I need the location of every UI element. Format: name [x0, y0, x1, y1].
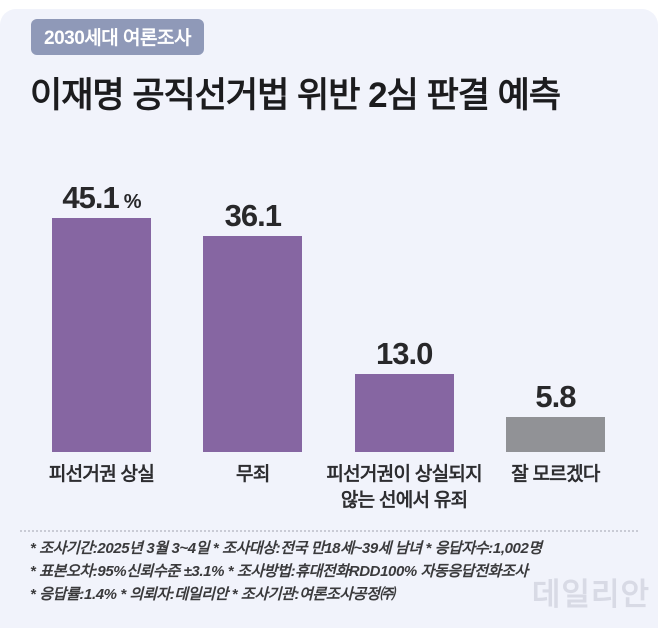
bar [354, 374, 454, 452]
bar-column: 45.1% 피선거권 상실 [49, 180, 155, 485]
bar-value-label: 36.1 [224, 198, 282, 233]
bar-value-number: 45.1 [62, 180, 119, 215]
bar-column: 13.0 피선거권이 상실되지 않는 선에서 유죄 [326, 182, 482, 511]
bar-category-label: 피선거권 상실 [48, 464, 155, 485]
bar-chart: 45.1% 피선거권 상실 36.1 무죄 13.0 피선거권이 상실되지 않는 선에서 … [49, 180, 605, 511]
survey-badge: 2030세대 여론조사 [31, 19, 204, 55]
bar-value-unit: % [123, 191, 142, 213]
bar-value-number: 36.1 [224, 198, 282, 233]
bar-column: 5.8 잘 모르겠다 [505, 182, 605, 485]
publisher-watermark: 데일리안 [531, 577, 650, 612]
bar [52, 218, 151, 452]
bar-value-label: 45.1% [62, 180, 142, 215]
bar-value-label: 5.8 [535, 379, 576, 414]
bar-value-number: 13.0 [375, 336, 433, 371]
bar-category-label: 무죄 [236, 464, 270, 485]
bar-value-number: 5.8 [535, 379, 576, 414]
footnote-line: * 응답률:1.4% * 의뢰자:데일리안 * 조사기관:여론조사공정㈜ [30, 586, 395, 603]
dotted-divider [20, 530, 638, 532]
footnote-line: * 조사기간:2025년 3월 3~4일 * 조사대상:전국 만18세~39세 … [30, 540, 542, 557]
bar-value-label: 13.0 [375, 336, 433, 371]
bar-category-label: 피선거권이 상실되지 않는 선에서 유죄 [326, 464, 482, 511]
footnote-line: * 표본오차:95%신뢰수준 ±3.1% * 조사방법:휴대전화RDD100% … [30, 563, 528, 580]
page-title: 이재명 공직선거법 위반 2심 판결 예측 [30, 76, 561, 115]
bar [505, 417, 605, 452]
bar-category-label: 잘 모르겠다 [511, 464, 600, 485]
bar-column: 36.1 무죄 [203, 182, 303, 485]
bar [203, 236, 303, 452]
survey-footnotes: * 조사기간:2025년 3월 3~4일 * 조사대상:전국 만18세~39세 … [30, 537, 630, 606]
